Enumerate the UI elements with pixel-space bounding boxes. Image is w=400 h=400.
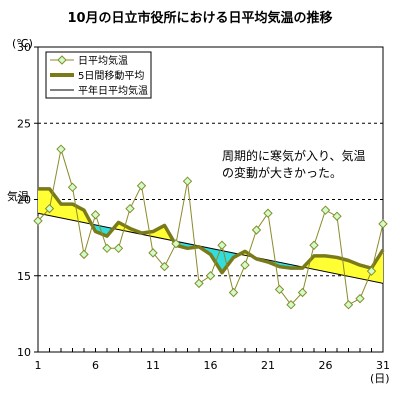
daily-point-day-25 bbox=[309, 240, 319, 250]
y-tick-label-10: 10 bbox=[17, 346, 31, 359]
x-tick-label-16: 16 bbox=[204, 359, 218, 372]
x-unit-label: (日) bbox=[370, 372, 390, 385]
y-tick-label-30: 30 bbox=[17, 41, 31, 54]
daily-point-day-18 bbox=[228, 287, 239, 298]
normal-temperature-line bbox=[37, 212, 384, 284]
annotation-line-2: の変動が大きかった。 bbox=[222, 165, 342, 180]
daily-point-day-1 bbox=[33, 216, 43, 226]
daily-point-day-30 bbox=[366, 266, 377, 276]
daily-point-day-7 bbox=[102, 243, 112, 254]
daily-point-day-19 bbox=[240, 260, 250, 270]
daily-point-day-20 bbox=[251, 225, 262, 235]
marker-layer bbox=[33, 144, 388, 310]
legend-label-normal: 平年日平均気温 bbox=[78, 84, 148, 97]
daily-point-day-31 bbox=[378, 219, 388, 229]
daily-point-day-21 bbox=[263, 208, 273, 218]
daily-point-day-14 bbox=[182, 176, 193, 186]
daily-point-day-13 bbox=[171, 239, 181, 249]
legend-marker-daily bbox=[57, 55, 67, 65]
x-tick-label-1: 1 bbox=[35, 359, 42, 372]
daily-point-day-23 bbox=[286, 300, 296, 310]
daily-point-day-3 bbox=[56, 144, 66, 154]
daily-point-day-27 bbox=[332, 211, 342, 221]
x-ticks: 1 6 11 16 21 26 31 bbox=[35, 348, 390, 372]
x-tick-label-31: 31 bbox=[376, 359, 390, 372]
x-tick-label-6: 6 bbox=[92, 359, 99, 372]
daily-point-day-17 bbox=[217, 240, 227, 250]
x-tick-label-11: 11 bbox=[146, 359, 160, 372]
daily-point-day-11 bbox=[148, 248, 158, 258]
above-normal-fill-26-0 bbox=[325, 255, 337, 275]
y-tick-label-25: 25 bbox=[17, 117, 31, 130]
legend-label-moving-average: 5日間移動平均 bbox=[78, 69, 144, 82]
daily-point-day-2 bbox=[44, 203, 55, 214]
y-tick-label-20: 20 bbox=[17, 194, 31, 207]
y-axis-label: 気温 bbox=[7, 189, 29, 203]
daily-point-day-15 bbox=[194, 278, 204, 289]
y-tick-label-15: 15 bbox=[17, 270, 31, 283]
legend: 日平均気温 5日間移動平均 平年日平均気温 bbox=[45, 51, 152, 99]
above-normal-fill-3-0 bbox=[61, 204, 73, 221]
y-unit-label: (℃) bbox=[12, 37, 33, 50]
moving-average-line bbox=[38, 187, 385, 275]
daily-point-day-24 bbox=[297, 287, 308, 298]
daily-point-day-12 bbox=[159, 261, 170, 272]
x-tick-label-26: 26 bbox=[319, 359, 333, 372]
daily-point-day-29 bbox=[355, 293, 365, 304]
daily-point-day-4 bbox=[67, 182, 78, 193]
daily-point-day-16 bbox=[205, 271, 216, 281]
legend-label-daily: 日平均気温 bbox=[78, 54, 128, 67]
daily-point-day-26 bbox=[320, 205, 331, 215]
daily-point-day-10 bbox=[136, 181, 147, 191]
above-normal-fill-25-0 bbox=[314, 255, 326, 272]
daily-point-day-5 bbox=[79, 249, 89, 260]
daily-point-day-6 bbox=[90, 210, 101, 220]
above-normal-fill-27-0 bbox=[337, 257, 349, 277]
daily-point-day-8 bbox=[113, 243, 124, 254]
y-ticks: 10 15 20 25 30 bbox=[17, 41, 38, 359]
daily-point-day-22 bbox=[274, 284, 285, 295]
daily-point-day-9 bbox=[125, 203, 135, 214]
annotation-line-1: 周期的に寒気が入り、気温 bbox=[222, 148, 366, 163]
x-tick-label-21: 21 bbox=[261, 359, 275, 372]
above-normal-fill-30-0 bbox=[371, 249, 383, 284]
daily-point-day-28 bbox=[343, 300, 354, 310]
chart-title: 10月の日立市役所における日平均気温の推移 bbox=[67, 10, 332, 26]
